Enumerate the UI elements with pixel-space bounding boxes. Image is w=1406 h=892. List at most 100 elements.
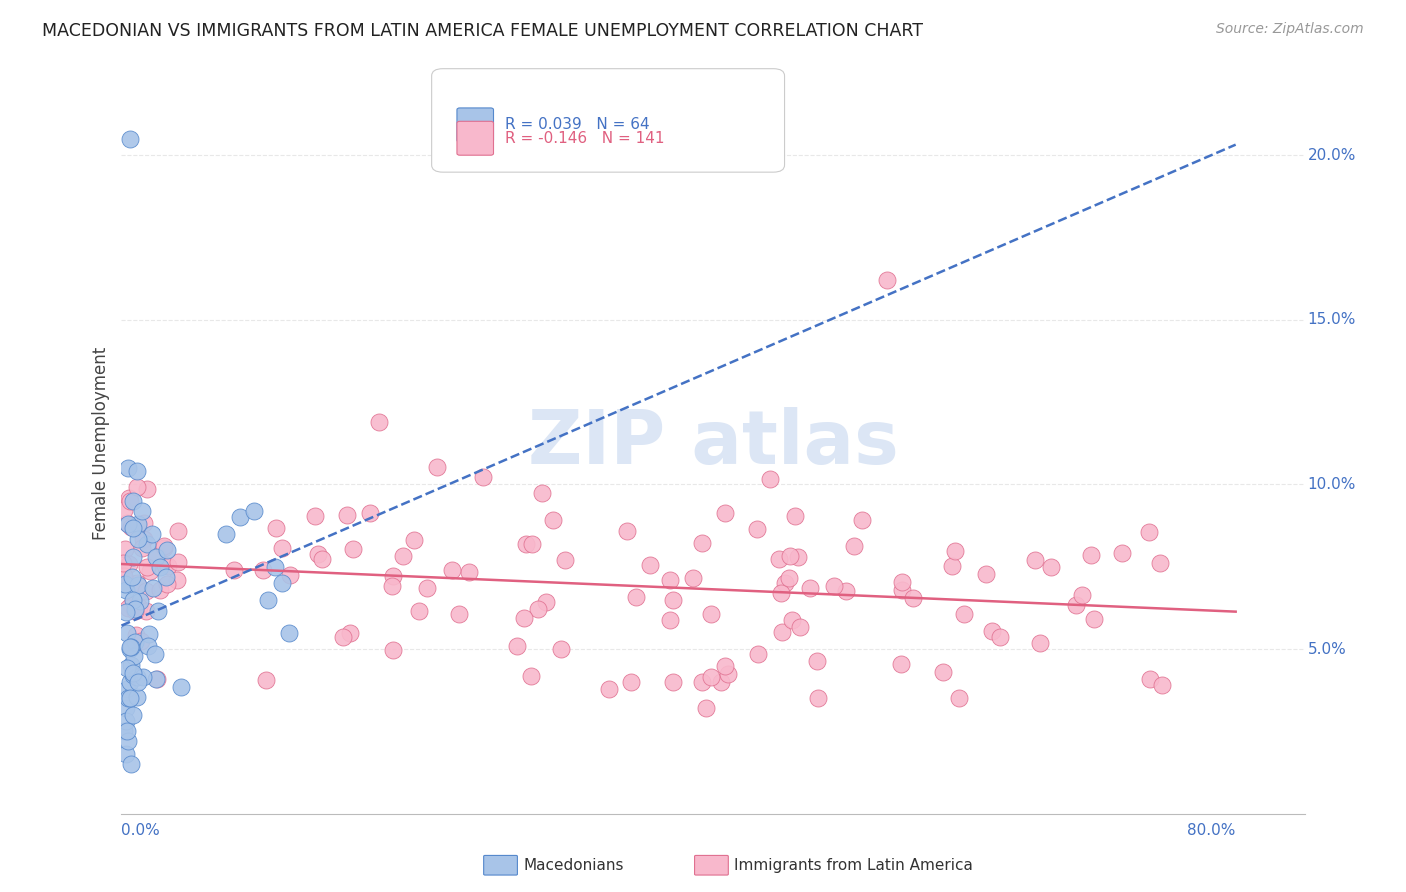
Point [620, 675, 643, 690]
Point [526, 602, 548, 616]
Point [662, 675, 685, 690]
Point [626, 590, 648, 604]
Point [713, 506, 735, 520]
Point [145, 672, 167, 686]
Point [145, 549, 167, 564]
Point [266, 521, 288, 535]
Point [1024, 553, 1046, 567]
Point [520, 537, 543, 551]
Point [222, 563, 245, 577]
Point [844, 539, 866, 553]
Point [127, 670, 149, 684]
Point [127, 578, 149, 592]
Point [132, 532, 155, 546]
Text: ZIP atlas: ZIP atlas [529, 407, 898, 480]
Point [122, 648, 145, 663]
Point [1150, 678, 1173, 692]
Point [156, 543, 179, 558]
Point [121, 592, 143, 607]
Point [149, 582, 172, 597]
Point [770, 624, 793, 639]
Point [472, 469, 495, 483]
Point [506, 640, 529, 654]
Point [1149, 557, 1171, 571]
Point [1029, 636, 1052, 650]
Point [520, 669, 543, 683]
Point [129, 633, 152, 648]
Point [146, 549, 169, 563]
Point [115, 661, 138, 675]
Point [382, 642, 405, 657]
Point [120, 658, 142, 673]
Text: R = 0.039   N = 64: R = 0.039 N = 64 [505, 118, 650, 132]
Point [167, 524, 190, 538]
Point [125, 627, 148, 641]
Text: 5.0%: 5.0% [1308, 641, 1347, 657]
Point [121, 570, 143, 584]
Point [402, 533, 425, 547]
Point [307, 547, 329, 561]
Point [254, 673, 277, 688]
Point [120, 640, 142, 655]
Point [787, 550, 810, 565]
Point [229, 510, 252, 524]
Text: 10.0%: 10.0% [1308, 477, 1355, 492]
Point [112, 502, 135, 516]
Point [381, 579, 404, 593]
Point [780, 614, 803, 628]
Point [125, 480, 148, 494]
Point [139, 564, 162, 578]
Point [118, 691, 141, 706]
Point [141, 526, 163, 541]
Point [135, 604, 157, 618]
Point [339, 625, 361, 640]
Point [111, 568, 134, 582]
Point [146, 603, 169, 617]
Point [659, 573, 682, 587]
Point [115, 625, 138, 640]
Point [131, 541, 153, 555]
Point [890, 657, 912, 671]
Point [112, 724, 135, 739]
Point [304, 508, 326, 523]
Point [1071, 588, 1094, 602]
Point [117, 461, 139, 475]
Point [215, 526, 238, 541]
Point [713, 659, 735, 673]
Point [118, 675, 141, 690]
Point [440, 563, 463, 577]
Point [382, 569, 405, 583]
Point [408, 604, 430, 618]
Point [891, 574, 914, 589]
Point [779, 549, 801, 563]
Point [981, 624, 1004, 638]
Point [416, 581, 439, 595]
Point [835, 583, 858, 598]
Text: R = -0.146   N = 141: R = -0.146 N = 141 [505, 131, 664, 145]
Point [122, 521, 145, 535]
Point [135, 584, 157, 599]
Point [114, 747, 136, 762]
Point [1040, 559, 1063, 574]
Point [124, 602, 146, 616]
Point [952, 607, 974, 622]
Point [129, 594, 152, 608]
Point [342, 542, 364, 557]
Point [124, 635, 146, 649]
Point [120, 757, 142, 772]
Point [128, 600, 150, 615]
Text: 0.0%: 0.0% [121, 822, 160, 838]
Point [120, 520, 142, 534]
Point [115, 516, 138, 530]
Point [1137, 524, 1160, 539]
Point [135, 537, 157, 551]
Point [114, 577, 136, 591]
Point [143, 647, 166, 661]
Point [121, 494, 143, 508]
Point [118, 132, 141, 146]
Point [806, 654, 828, 668]
Point [121, 668, 143, 682]
Point [851, 512, 873, 526]
Text: Source: ZipAtlas.com: Source: ZipAtlas.com [1216, 22, 1364, 37]
Point [747, 522, 769, 536]
